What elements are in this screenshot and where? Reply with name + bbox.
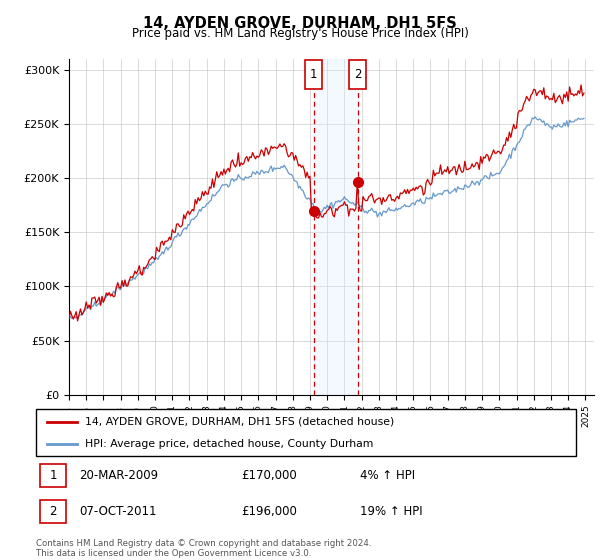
FancyBboxPatch shape [349,60,366,89]
Bar [314,59,358,395]
Text: 2: 2 [354,68,361,81]
Text: 1: 1 [50,469,57,482]
FancyBboxPatch shape [305,60,322,89]
Text: £170,000: £170,000 [241,469,297,482]
Text: 20-MAR-2009: 20-MAR-2009 [79,469,158,482]
Text: 4% ↑ HPI: 4% ↑ HPI [360,469,415,482]
Text: 2: 2 [50,505,57,518]
Text: 14, AYDEN GROVE, DURHAM, DH1 5FS: 14, AYDEN GROVE, DURHAM, DH1 5FS [143,16,457,31]
Text: Price paid vs. HM Land Registry's House Price Index (HPI): Price paid vs. HM Land Registry's House … [131,27,469,40]
Text: HPI: Average price, detached house, County Durham: HPI: Average price, detached house, Coun… [85,438,373,449]
Text: 1: 1 [310,68,317,81]
Text: 07-OCT-2011: 07-OCT-2011 [79,505,157,518]
FancyBboxPatch shape [40,464,66,487]
Text: Contains HM Land Registry data © Crown copyright and database right 2024.
This d: Contains HM Land Registry data © Crown c… [36,539,371,558]
Text: £196,000: £196,000 [241,505,297,518]
Text: 19% ↑ HPI: 19% ↑ HPI [360,505,422,518]
Text: 14, AYDEN GROVE, DURHAM, DH1 5FS (detached house): 14, AYDEN GROVE, DURHAM, DH1 5FS (detach… [85,417,394,427]
FancyBboxPatch shape [40,500,66,522]
